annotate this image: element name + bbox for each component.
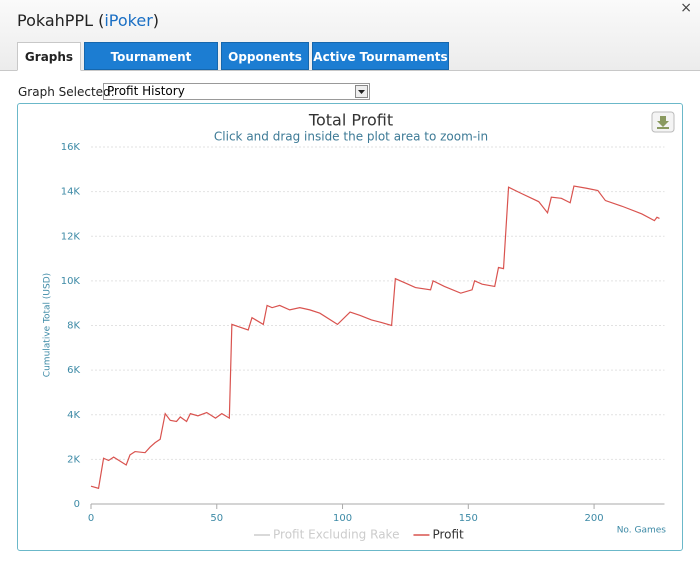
x-tick-label: 150	[459, 513, 478, 524]
tab[interactable]: Graphs	[17, 42, 81, 71]
download-button[interactable]	[651, 111, 675, 133]
network-link[interactable]: iPoker	[104, 11, 153, 30]
legend-label[interactable]: Profit Excluding Rake	[273, 528, 399, 542]
y-tick-label: 16K	[61, 142, 81, 153]
select-label: Graph Selected:	[18, 85, 115, 99]
x-axis-title: No. Games	[617, 526, 667, 536]
graph-select[interactable]: Profit History	[103, 83, 370, 100]
y-tick-label: 4K	[67, 410, 80, 421]
y-tick-label: 2K	[67, 454, 80, 465]
close-button[interactable]: ×	[680, 0, 692, 16]
title-text: )	[152, 11, 160, 30]
y-axis-title: Cumulative Total (USD)	[43, 273, 53, 377]
x-tick-label: 200	[585, 513, 604, 524]
tab[interactable]: Tournament History	[84, 42, 218, 92]
tab[interactable]: Active Tournaments	[312, 42, 449, 70]
chart-panel	[17, 103, 683, 551]
y-tick-label: 10K	[61, 276, 81, 287]
y-tick-label: 14K	[61, 187, 81, 198]
y-tick-label: 8K	[67, 321, 80, 332]
y-tick-label: 0	[74, 499, 80, 510]
tab[interactable]: Opponents	[221, 42, 309, 70]
title-text: PokahPPL (	[17, 11, 105, 30]
chart-subtitle: Click and drag inside the plot area to z…	[214, 130, 488, 144]
window-title: PokahPPL (iPoker)	[17, 11, 159, 30]
y-tick-label: 6K	[67, 365, 80, 376]
chart-title: Total Profit	[308, 111, 393, 130]
x-tick-label: 100	[333, 513, 352, 524]
data-line	[90, 185, 660, 490]
y-tick-label: 12K	[61, 231, 81, 242]
x-tick-label: 0	[88, 513, 94, 524]
select-value: Profit History	[107, 84, 185, 98]
arrow-icon	[358, 90, 365, 94]
select-arrow[interactable]	[355, 85, 368, 98]
x-tick-label: 50	[210, 513, 223, 524]
legend-label[interactable]: Profit	[432, 528, 464, 542]
